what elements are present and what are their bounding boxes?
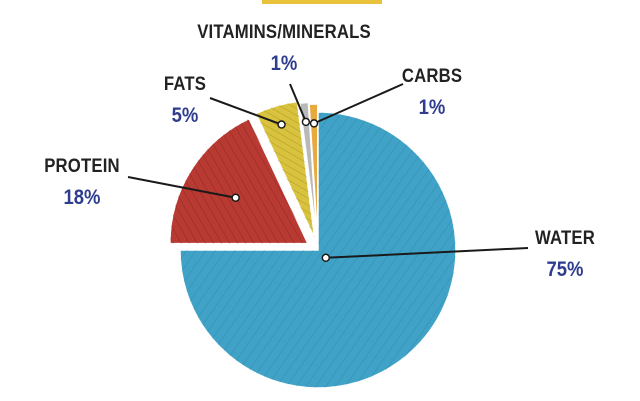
slice-label-fats: FATS 5% — [161, 74, 209, 128]
slice-percent-water: 75% — [546, 258, 584, 281]
slice-percent-carbs: 1% — [418, 96, 446, 119]
leader-line-vitamins-minerals — [289, 83, 307, 123]
top-accent-bar — [262, 0, 382, 4]
leader-line-protein — [127, 176, 236, 199]
leader-dot-water — [321, 253, 331, 263]
leader-line-water — [325, 247, 529, 259]
slice-label-carbs: CARBS 1% — [398, 66, 467, 120]
leader-line-fats — [209, 97, 282, 126]
leader-line-carbs — [313, 83, 404, 125]
slice-label-protein: PROTEIN 18% — [39, 156, 125, 210]
pie-slice-carbs — [308, 103, 319, 243]
slice-label-vitamins-minerals: VITAMINS/MINERALS 1% — [185, 22, 382, 76]
leader-dot-carbs — [309, 119, 319, 128]
slice-percent-vitamins-minerals: 1% — [270, 52, 298, 75]
leader-dot-vitamins-minerals — [301, 117, 311, 127]
slice-name-fats: FATS — [163, 74, 207, 95]
slice-percent-protein: 18% — [63, 186, 101, 209]
slice-label-water: WATER 75% — [531, 228, 599, 282]
pie-slice-texture-protein — [169, 118, 308, 244]
slice-name-carbs: CARBS — [401, 66, 463, 87]
leader-dot-protein — [231, 193, 240, 202]
leader-dot-fats — [277, 120, 286, 129]
pie-slice-texture-water — [180, 112, 456, 388]
slice-name-water: WATER — [534, 228, 596, 249]
slice-name-protein: PROTEIN — [44, 156, 120, 177]
pie-slice-texture-fats — [255, 101, 315, 239]
pie-slice-vitamins-minerals — [298, 101, 318, 241]
slice-name-vitamins-minerals: VITAMINS/MINERALS — [197, 22, 371, 43]
slice-percent-fats: 5% — [171, 104, 199, 127]
